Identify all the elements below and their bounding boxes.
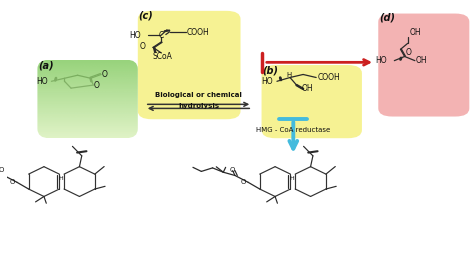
FancyBboxPatch shape	[138, 11, 240, 119]
Text: H: H	[286, 72, 292, 78]
Text: Biological or chemical: Biological or chemical	[155, 92, 242, 98]
Text: H: H	[290, 176, 294, 181]
Text: HO: HO	[262, 77, 273, 86]
Text: H: H	[58, 176, 63, 181]
Text: OH: OH	[416, 56, 428, 65]
Text: (d): (d)	[379, 12, 395, 22]
Text: O: O	[406, 49, 411, 57]
FancyBboxPatch shape	[378, 14, 469, 117]
Text: O: O	[9, 179, 15, 185]
Text: OH: OH	[410, 28, 422, 37]
Text: COOH: COOH	[318, 73, 340, 82]
Text: HO: HO	[36, 77, 48, 86]
Text: O: O	[94, 80, 100, 90]
Text: (c): (c)	[138, 11, 153, 21]
Text: HMG - CoA reductase: HMG - CoA reductase	[256, 127, 330, 133]
Text: (a): (a)	[38, 61, 54, 71]
Text: SCoA: SCoA	[153, 52, 173, 61]
Text: OH: OH	[302, 84, 313, 93]
Text: O: O	[140, 41, 146, 51]
Text: (b): (b)	[263, 66, 279, 76]
Text: O: O	[230, 167, 235, 173]
Text: O: O	[0, 167, 4, 173]
Text: COOH: COOH	[187, 28, 210, 37]
Text: O: O	[241, 179, 246, 185]
Text: O: O	[102, 70, 108, 79]
Text: hydrolysis: hydrolysis	[178, 103, 219, 109]
Text: HO: HO	[376, 56, 387, 65]
Text: C: C	[158, 31, 164, 40]
FancyBboxPatch shape	[262, 65, 362, 138]
Text: HO: HO	[129, 31, 141, 40]
